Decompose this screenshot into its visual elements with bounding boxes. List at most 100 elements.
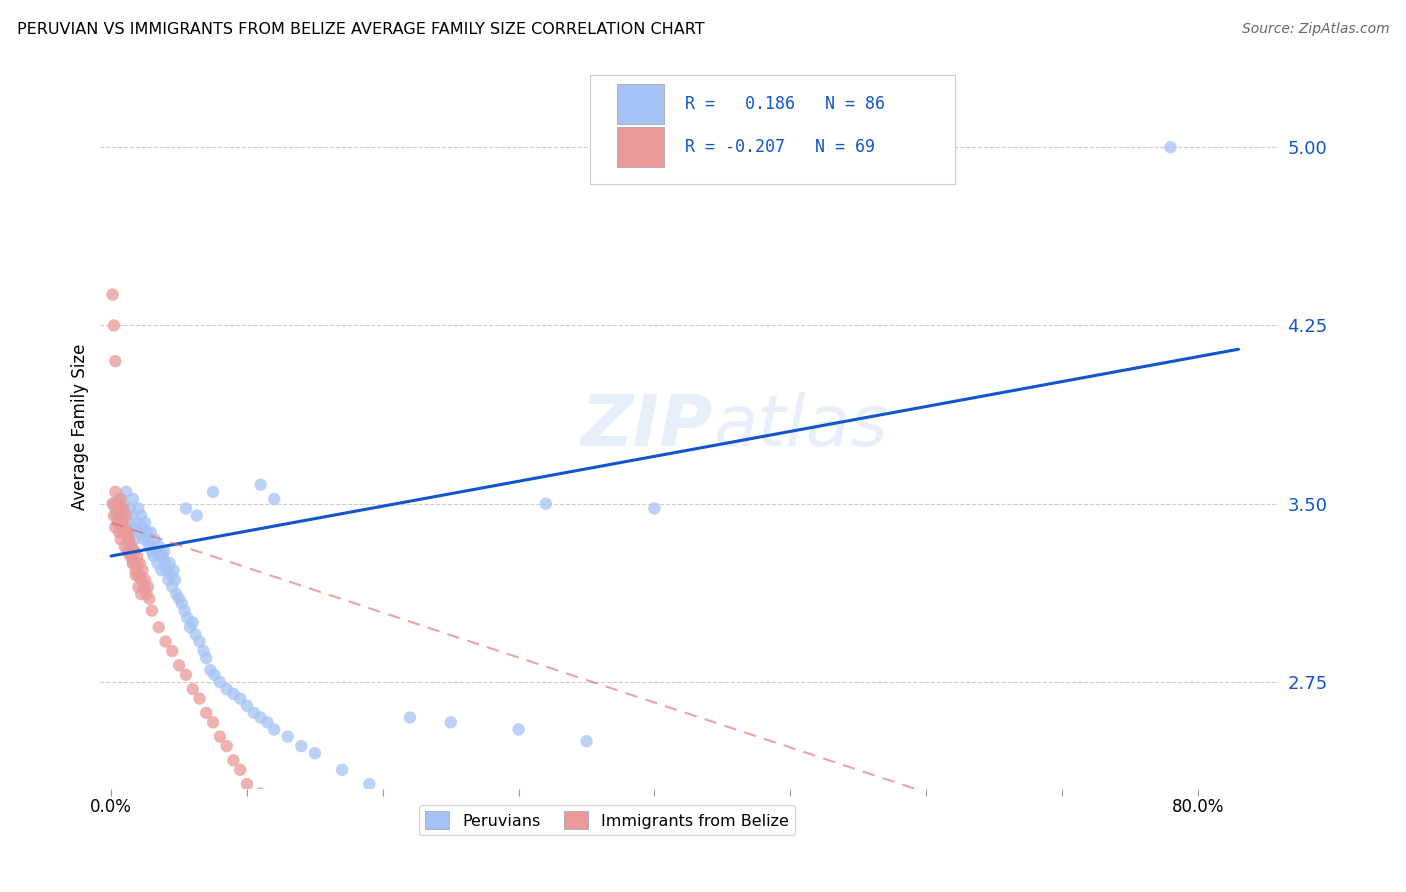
Text: R =   0.186   N = 86: R = 0.186 N = 86 (685, 95, 884, 113)
Point (399, 710, 422, 724)
Point (167, 591, 190, 606)
Point (229, 763, 252, 777)
Point (277, 730, 299, 744)
FancyBboxPatch shape (617, 128, 664, 168)
Point (176, 611, 198, 625)
Point (138, 540, 160, 554)
Point (163, 573, 186, 587)
Point (118, 525, 141, 540)
Point (104, 484, 127, 499)
Point (263, 723, 285, 737)
Point (134, 516, 156, 530)
Point (124, 520, 146, 534)
Point (114, 520, 136, 534)
Point (162, 580, 184, 594)
Point (120, 540, 142, 554)
Point (107, 516, 129, 530)
Point (110, 501, 132, 516)
Point (118, 533, 141, 547)
Text: Source: ZipAtlas.com: Source: ZipAtlas.com (1241, 22, 1389, 37)
Point (125, 556, 148, 570)
Point (108, 508, 131, 523)
Point (143, 533, 166, 547)
Point (132, 580, 155, 594)
Point (222, 687, 245, 701)
Point (188, 691, 211, 706)
Point (107, 501, 129, 516)
Point (118, 533, 141, 547)
Point (202, 715, 225, 730)
Point (101, 287, 124, 301)
Point (104, 520, 127, 534)
Point (111, 508, 134, 523)
Point (117, 525, 139, 540)
Point (107, 516, 129, 530)
Point (249, 710, 271, 724)
Point (112, 525, 135, 540)
Point (179, 620, 201, 634)
Point (124, 563, 146, 577)
Point (263, 491, 285, 506)
Point (153, 544, 176, 558)
Point (103, 508, 125, 523)
FancyBboxPatch shape (589, 75, 955, 184)
Point (139, 525, 162, 540)
Point (200, 663, 222, 677)
Point (440, 715, 463, 730)
Legend: Peruvians, Immigrants from Belize: Peruvians, Immigrants from Belize (419, 805, 796, 835)
Point (208, 674, 231, 689)
Point (1160, 140, 1182, 154)
Point (174, 501, 197, 516)
Point (131, 563, 153, 577)
Point (105, 508, 128, 523)
Text: PERUVIAN VS IMMIGRANTS FROM BELIZE AVERAGE FAMILY SIZE CORRELATION CHART: PERUVIAN VS IMMIGRANTS FROM BELIZE AVERA… (17, 22, 704, 37)
Point (117, 516, 139, 530)
Point (128, 568, 150, 582)
Point (103, 318, 125, 333)
Point (135, 525, 157, 540)
Point (159, 556, 181, 570)
Point (163, 563, 186, 577)
Text: 0.0%: 0.0% (90, 798, 132, 816)
Point (125, 516, 148, 530)
Point (222, 753, 245, 767)
Point (160, 568, 183, 582)
Point (643, 501, 665, 516)
Point (243, 706, 266, 720)
Point (127, 501, 149, 516)
Point (263, 801, 285, 815)
Point (136, 580, 159, 594)
Text: atlas: atlas (713, 392, 889, 461)
Point (128, 525, 150, 540)
Point (170, 597, 193, 611)
Point (215, 739, 238, 753)
Point (135, 587, 157, 601)
Point (110, 491, 132, 506)
Point (125, 549, 148, 563)
Point (181, 681, 204, 696)
Point (127, 568, 149, 582)
Point (173, 604, 195, 618)
Text: ZIP: ZIP (581, 392, 713, 461)
Point (174, 668, 197, 682)
Point (330, 763, 353, 777)
Point (104, 354, 127, 368)
Point (575, 734, 598, 748)
Point (117, 544, 139, 558)
Point (120, 549, 142, 563)
Point (121, 540, 143, 554)
Point (115, 508, 138, 523)
Point (193, 644, 215, 658)
Point (124, 544, 146, 558)
Point (111, 516, 134, 530)
Point (165, 587, 187, 601)
Point (122, 556, 145, 570)
Point (150, 563, 173, 577)
Point (112, 501, 135, 516)
Point (162, 644, 184, 658)
Point (105, 497, 128, 511)
Point (157, 573, 180, 587)
Point (134, 573, 156, 587)
Point (152, 549, 174, 563)
Point (122, 491, 145, 506)
